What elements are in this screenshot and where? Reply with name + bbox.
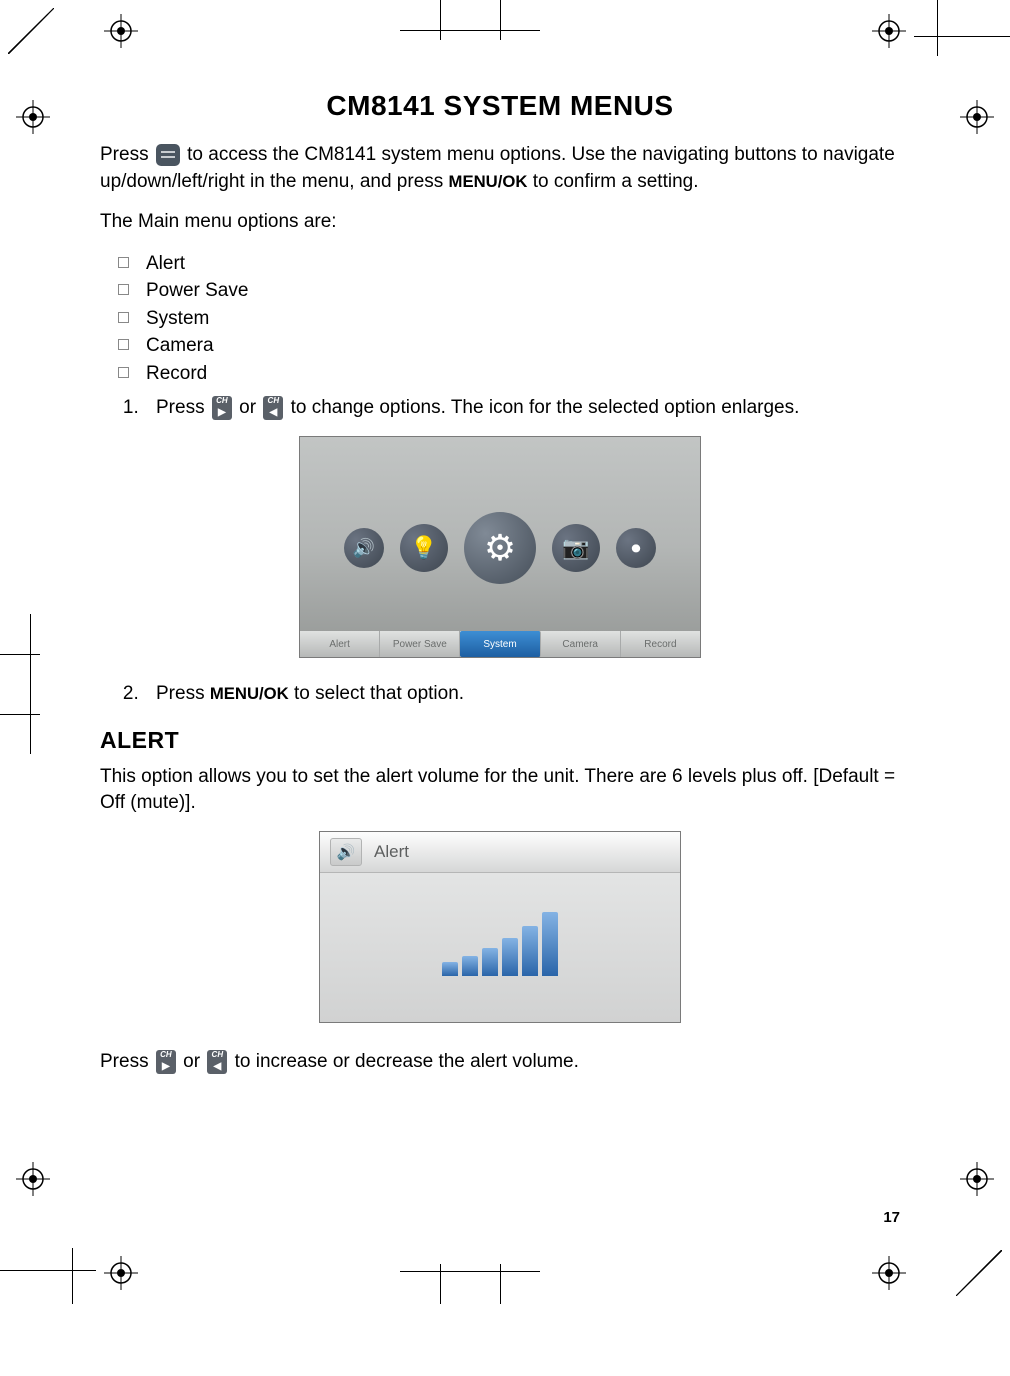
registration-mark-icon bbox=[104, 1256, 138, 1290]
step-2: Press MENU/OK to select that option. bbox=[144, 680, 900, 709]
ch-right-button-icon: CH ▶ bbox=[212, 396, 232, 420]
vol-text-pre: Press bbox=[100, 1051, 154, 1072]
camera-icon: 📷 bbox=[552, 524, 600, 572]
system-gear-icon: ⚙ bbox=[464, 512, 536, 584]
intro-paragraph: Press to access the CM8141 system menu o… bbox=[100, 142, 900, 195]
arrow-right-icon: ▶ bbox=[212, 408, 232, 418]
volume-bar bbox=[502, 938, 518, 976]
intro-text-pre: Press bbox=[100, 144, 154, 165]
menu-carousel: 🔊 💡 ⚙ 📷 ⏺ bbox=[300, 512, 700, 584]
page-number: 17 bbox=[883, 1209, 900, 1226]
tab-system: System bbox=[460, 631, 540, 657]
tab-record: Record bbox=[621, 631, 700, 657]
tab-alert: Alert bbox=[300, 631, 380, 657]
crop-mark bbox=[72, 1248, 73, 1304]
list-item: Record bbox=[118, 360, 900, 388]
step2-text-pre: Press bbox=[156, 683, 210, 704]
volume-bar bbox=[442, 962, 458, 976]
menu-ok-label: MENU/OK bbox=[449, 172, 528, 191]
list-item: Alert bbox=[118, 250, 900, 278]
crop-mark bbox=[440, 0, 441, 40]
screenshot-system-menu: 🔊 💡 ⚙ 📷 ⏺ Alert Power Save System Camera… bbox=[299, 436, 701, 658]
volume-bar bbox=[542, 912, 558, 976]
arrow-right-icon: ▶ bbox=[156, 1062, 176, 1072]
tab-power-save: Power Save bbox=[380, 631, 460, 657]
menu-ok-label: MENU/OK bbox=[210, 684, 289, 703]
crop-mark bbox=[440, 1264, 441, 1304]
corner-fan-icon bbox=[8, 8, 54, 54]
registration-mark-icon bbox=[104, 14, 138, 48]
ch-left-button-icon: CH ◀ bbox=[263, 396, 283, 420]
intro-text-end: to confirm a setting. bbox=[533, 171, 699, 192]
alert-icon: 🔊 bbox=[344, 528, 384, 568]
registration-mark-icon bbox=[960, 1162, 994, 1196]
screenshot-alert-volume: 🔊 Alert bbox=[319, 831, 681, 1023]
registration-mark-icon bbox=[872, 14, 906, 48]
crop-mark bbox=[0, 714, 40, 715]
ch-label: CH bbox=[207, 1051, 227, 1059]
power-save-icon: 💡 bbox=[400, 524, 448, 572]
crop-mark bbox=[30, 614, 31, 754]
list-item: Power Save bbox=[118, 277, 900, 305]
ch-label: CH bbox=[263, 397, 283, 405]
record-icon: ⏺ bbox=[616, 528, 656, 568]
registration-mark-icon bbox=[16, 1162, 50, 1196]
arrow-left-icon: ◀ bbox=[207, 1062, 227, 1072]
crop-mark bbox=[0, 654, 40, 655]
crop-mark bbox=[400, 30, 540, 31]
step2-text-post: to select that option. bbox=[294, 683, 464, 704]
steps-list-1: Press CH ▶ or CH ◀ to change options. Th… bbox=[100, 394, 900, 423]
crop-mark bbox=[914, 36, 1010, 37]
registration-mark-icon bbox=[872, 1256, 906, 1290]
alert-heading: ALERT bbox=[100, 727, 900, 754]
volume-bars bbox=[442, 912, 558, 976]
speaker-icon: 🔊 bbox=[330, 838, 362, 866]
step1-text-pre: Press bbox=[156, 397, 210, 418]
volume-bar bbox=[522, 926, 538, 976]
corner-fan-icon bbox=[956, 1250, 1002, 1296]
step1-text-post: to change options. The icon for the sele… bbox=[291, 397, 800, 418]
crop-mark bbox=[937, 0, 938, 56]
page-title: CM8141 SYSTEM MENUS bbox=[100, 90, 900, 122]
ch-label: CH bbox=[212, 397, 232, 405]
list-item: System bbox=[118, 305, 900, 333]
registration-mark-icon bbox=[960, 100, 994, 134]
crop-mark bbox=[500, 0, 501, 40]
alert-description: This option allows you to set the alert … bbox=[100, 764, 900, 817]
ch-right-button-icon: CH ▶ bbox=[156, 1050, 176, 1074]
main-menu-intro: The Main menu options are: bbox=[100, 209, 900, 236]
crop-mark bbox=[400, 1271, 540, 1272]
registration-mark-icon bbox=[16, 100, 50, 134]
ch-label: CH bbox=[156, 1051, 176, 1059]
crop-mark bbox=[500, 1264, 501, 1304]
ch-left-button-icon: CH ◀ bbox=[207, 1050, 227, 1074]
main-menu-list: Alert Power Save System Camera Record bbox=[118, 250, 900, 388]
volume-instruction: Press CH ▶ or CH ◀ to increase or decrea… bbox=[100, 1049, 900, 1076]
volume-bar bbox=[482, 948, 498, 976]
arrow-left-icon: ◀ bbox=[263, 408, 283, 418]
alert-header-text: Alert bbox=[374, 842, 409, 862]
vol-text-post: to increase or decrease the alert volume… bbox=[235, 1051, 579, 1072]
steps-list-2: Press MENU/OK to select that option. bbox=[100, 680, 900, 709]
crop-mark bbox=[0, 1270, 96, 1271]
menu-button-icon bbox=[156, 144, 180, 166]
list-item: Camera bbox=[118, 332, 900, 360]
menu-tabbar: Alert Power Save System Camera Record bbox=[300, 631, 700, 657]
volume-bar bbox=[462, 956, 478, 976]
alert-header-bar: 🔊 Alert bbox=[320, 832, 680, 873]
tab-camera: Camera bbox=[541, 631, 621, 657]
vol-or: or bbox=[183, 1051, 205, 1072]
step-1: Press CH ▶ or CH ◀ to change options. Th… bbox=[144, 394, 900, 423]
step1-or: or bbox=[239, 397, 261, 418]
